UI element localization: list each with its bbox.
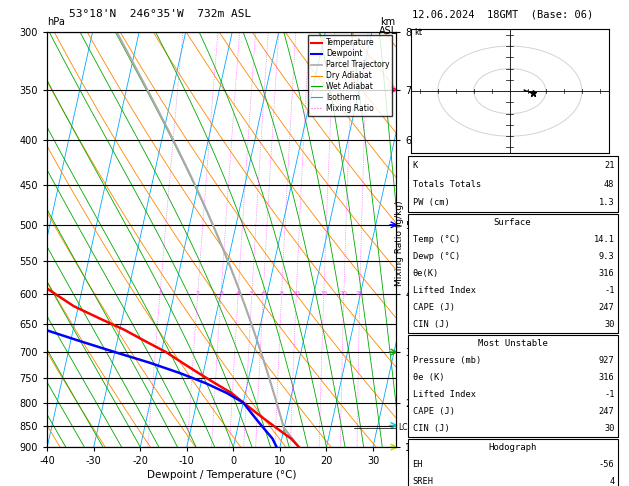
Text: θe (K): θe (K) — [413, 373, 444, 382]
Text: CIN (J): CIN (J) — [413, 320, 449, 329]
Text: PW (cm): PW (cm) — [413, 198, 449, 207]
Text: Pressure (mb): Pressure (mb) — [413, 356, 481, 364]
Text: kt: kt — [415, 28, 423, 37]
Text: LCL: LCL — [399, 423, 413, 432]
Text: Temp (°C): Temp (°C) — [413, 235, 460, 244]
Text: 4: 4 — [610, 477, 615, 486]
Text: 25: 25 — [356, 291, 364, 296]
Text: 2: 2 — [196, 291, 200, 296]
Text: km: km — [381, 17, 396, 27]
Text: CIN (J): CIN (J) — [413, 424, 449, 433]
Text: 316: 316 — [599, 373, 615, 382]
Text: SREH: SREH — [413, 477, 433, 486]
Text: 247: 247 — [599, 407, 615, 416]
X-axis label: Dewpoint / Temperature (°C): Dewpoint / Temperature (°C) — [147, 470, 296, 480]
Text: -56: -56 — [599, 460, 615, 469]
Text: 21: 21 — [604, 161, 615, 170]
Text: 927: 927 — [599, 356, 615, 364]
Text: -1: -1 — [604, 390, 615, 399]
Text: Surface: Surface — [494, 218, 532, 227]
Text: Hodograph: Hodograph — [489, 443, 537, 451]
Text: 48: 48 — [604, 180, 615, 189]
Text: 5: 5 — [250, 291, 253, 296]
Text: Lifted Index: Lifted Index — [413, 286, 476, 295]
Text: ASL: ASL — [379, 26, 398, 36]
Text: 1: 1 — [158, 291, 162, 296]
Text: 14.1: 14.1 — [594, 235, 615, 244]
Text: Most Unstable: Most Unstable — [477, 339, 548, 347]
Text: 4: 4 — [236, 291, 240, 296]
Text: 20: 20 — [340, 291, 348, 296]
Text: 3: 3 — [219, 291, 223, 296]
Text: EH: EH — [413, 460, 423, 469]
Text: Mixing Ratio (g/kg): Mixing Ratio (g/kg) — [395, 200, 404, 286]
Text: 10: 10 — [292, 291, 300, 296]
Text: Totals Totals: Totals Totals — [413, 180, 481, 189]
Text: CAPE (J): CAPE (J) — [413, 303, 455, 312]
Text: hPa: hPa — [47, 17, 65, 27]
Text: 247: 247 — [599, 303, 615, 312]
Legend: Temperature, Dewpoint, Parcel Trajectory, Dry Adiabat, Wet Adiabat, Isotherm, Mi: Temperature, Dewpoint, Parcel Trajectory… — [308, 35, 392, 116]
Text: 9.3: 9.3 — [599, 252, 615, 261]
Text: 30: 30 — [604, 320, 615, 329]
Text: 15: 15 — [320, 291, 328, 296]
Text: 12.06.2024  18GMT  (Base: 06): 12.06.2024 18GMT (Base: 06) — [412, 9, 593, 19]
Text: 316: 316 — [599, 269, 615, 278]
Text: 1.3: 1.3 — [599, 198, 615, 207]
Text: 8: 8 — [280, 291, 284, 296]
Text: Lifted Index: Lifted Index — [413, 390, 476, 399]
Text: CAPE (J): CAPE (J) — [413, 407, 455, 416]
Text: 6: 6 — [261, 291, 265, 296]
Text: θe(K): θe(K) — [413, 269, 439, 278]
Text: Dewp (°C): Dewp (°C) — [413, 252, 460, 261]
Text: K: K — [413, 161, 418, 170]
Text: 30: 30 — [604, 424, 615, 433]
Text: -1: -1 — [604, 286, 615, 295]
Text: © weatheronline.co.uk: © weatheronline.co.uk — [460, 471, 565, 480]
Text: 53°18'N  246°35'W  732m ASL: 53°18'N 246°35'W 732m ASL — [69, 9, 252, 19]
